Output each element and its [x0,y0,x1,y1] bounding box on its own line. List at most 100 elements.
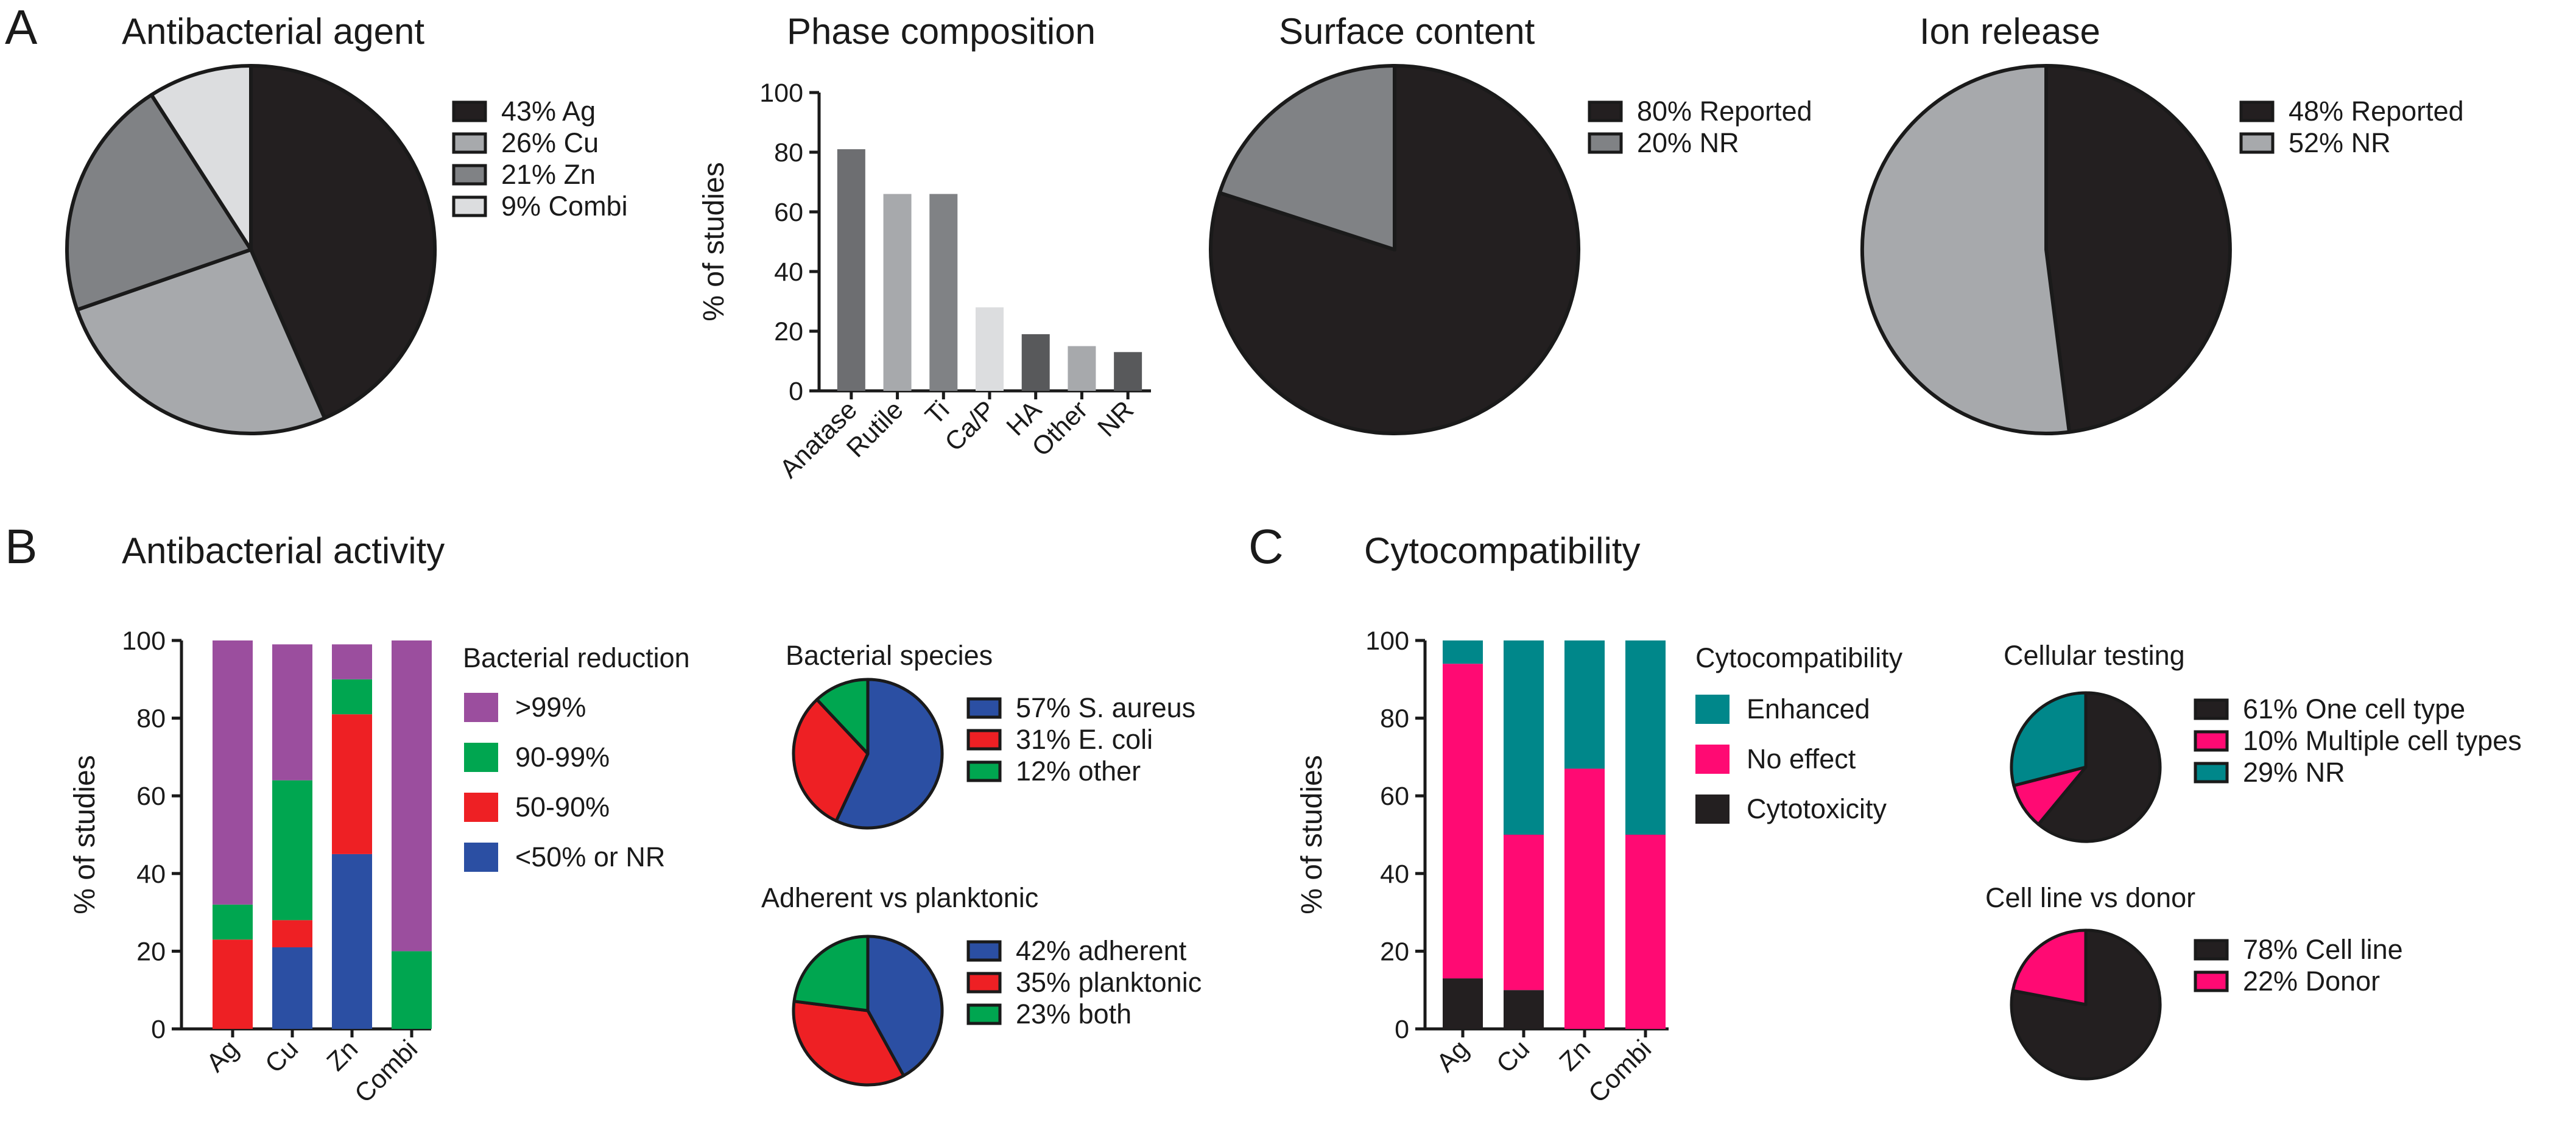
bar-segment-ag-90-99 [213,904,253,940]
bar-ti [929,194,958,391]
legend-label-21-zn: 21% Zn [501,159,596,190]
bar-other [1068,346,1096,391]
phase-y-tick-label-60: 60 [774,198,803,227]
pie-slice-48-reported [2044,64,2232,434]
activity-x-tick-label-cu: Cu [259,1034,304,1079]
activity-y-tick-label-80: 80 [136,704,166,734]
cyto-y-tick-label-20: 20 [1380,937,1409,966]
legend-swatch-23-both [966,1003,1002,1025]
title-surface-content: Surface content [1279,11,1535,52]
bar-segment-ag-cytotoxicity [1443,978,1483,1029]
legend-swatch-no-effect [1695,745,1730,774]
legend-label-43-ag: 43% Ag [501,96,596,127]
phase-y-tick-label-40: 40 [774,258,803,287]
pie-slice-21-zn [65,93,253,312]
legend-label-42-adherent: 42% adherent [1016,935,1187,966]
legend-label-48-reported: 48% Reported [2289,96,2464,127]
legend-swatch-42-adherent [966,940,1002,962]
legend-swatch-9-combi [452,195,487,217]
legend-swatch-50-90 [464,793,498,822]
pie-slice-35-planktonic [792,1000,906,1087]
phase-y-tick-label-80: 80 [774,138,803,167]
legend-label-90-99: 90-99% [515,742,610,773]
bar-segment-ag-enhanced [1443,640,1483,664]
bar-segment-ag-99 [213,640,253,905]
cyto-x-tick-label-zn: Zn [1554,1034,1596,1076]
legend-label-9-combi: 9% Combi [501,191,628,222]
activity-y-tick-label-0: 0 [151,1015,166,1044]
title-adherent-vs-planktonic: Adherent vs planktonic [761,882,1038,913]
legend-label-23-both: 23% both [1016,998,1131,1029]
activity-y-axis-label: % of studies [69,755,101,914]
legend-label-20-nr: 20% NR [1637,127,1739,158]
pie-slice-9-combi [149,63,253,251]
bar-segment-zn-90-99 [332,679,372,715]
legend-label-80-reported: 80% Reported [1637,96,1812,127]
legend-swatch-61-one-cell-type [2194,698,2229,720]
legend-swatch-enhanced [1695,695,1730,724]
title-antibacterial-activity: Antibacterial activity [122,530,445,571]
pie-slice-22-donor [2011,928,2088,1006]
activity-x-tick-label-zn: Zn [322,1034,364,1076]
cyto-y-axis-label: % of studies [1296,755,1328,914]
legend-label-50-or-nr: <50% or NR [515,841,665,872]
bar-segment-cu-99 [272,644,312,780]
legend-swatch-43-ag [452,100,487,122]
legend-label-26-cu: 26% Cu [501,127,599,158]
bar-rutile [883,194,912,391]
legend-label-enhanced: Enhanced [1747,693,1870,724]
pie-slice-20-nr [1217,64,1396,251]
bar-segment-cu-no-effect [1504,835,1544,991]
phase-y-tick-label-0: 0 [789,377,803,406]
panel-label-a: A [5,0,38,54]
title-bacterial-species: Bacterial species [786,640,993,671]
bar-ca-p [976,307,1004,391]
cyto-y-tick-label-100: 100 [1365,626,1409,656]
legend-swatch-21-zn [452,164,487,186]
legend-label-22-donor: 22% Donor [2243,966,2380,997]
legend-swatch-31-e-coli [966,729,1002,751]
legend-swatch-26-cu [452,132,487,154]
cyto-y-tick-label-80: 80 [1380,704,1409,734]
activity-x-tick-label-combi: Combi [349,1034,423,1109]
bar-segment-combi-90-99 [392,951,432,1029]
phase-x-tick-label-nr: NR [1092,395,1139,443]
phase-y-axis-label: % of studies [698,162,730,321]
phase-y-tick-label-20: 20 [774,317,803,346]
legend-swatch-10-multiple-cell-types [2194,730,2229,752]
pie-slice-12-other [815,678,870,756]
pie-slice-52-nr [1860,64,2071,435]
legend-title-cytocompatibility: Cytocompatibility [1695,642,1903,673]
title-cellular-testing: Cellular testing [2004,640,2185,671]
bar-segment-cu-50-90 [272,920,312,948]
title-phase-composition: Phase composition [787,11,1096,52]
legend-swatch-35-planktonic [966,972,1002,994]
bar-segment-combi-no-effect [1625,835,1666,1029]
bar-segment-cu-cytotoxicity [1504,990,1544,1029]
legend-swatch-20-nr [1588,132,1623,154]
legend-title-bacterial-reduction: Bacterial reduction [463,642,690,673]
phase-x-tick-label-ca-p: Ca/P [940,395,1002,457]
legend-label-31-e-coli: 31% E. coli [1016,724,1153,755]
bar-segment-zn-99 [332,644,372,679]
bar-segment-combi-99 [392,640,432,952]
bar-segment-zn-no-effect [1564,768,1605,1029]
cyto-y-tick-label-60: 60 [1380,782,1409,811]
legend-swatch-52-nr [2239,132,2275,154]
cyto-x-tick-label-ag: Ag [1431,1034,1474,1078]
legend-label-57-s-aureus: 57% S. aureus [1016,692,1195,723]
legend-label-52-nr: 52% NR [2289,127,2391,158]
phase-y-tick-label-100: 100 [759,79,803,108]
legend-label-50-90: 50-90% [515,791,610,823]
legend-swatch-12-other [966,760,1002,782]
legend-swatch-90-99 [464,743,498,772]
legend-label-29-nr: 29% NR [2243,757,2345,788]
bar-segment-ag-no-effect [1443,664,1483,979]
bar-segment-cu-90-99 [272,780,312,921]
pie-slice-23-both [792,935,870,1012]
panel-label-c: C [1248,519,1284,574]
legend-label-cytotoxicity: Cytotoxicity [1747,793,1887,824]
